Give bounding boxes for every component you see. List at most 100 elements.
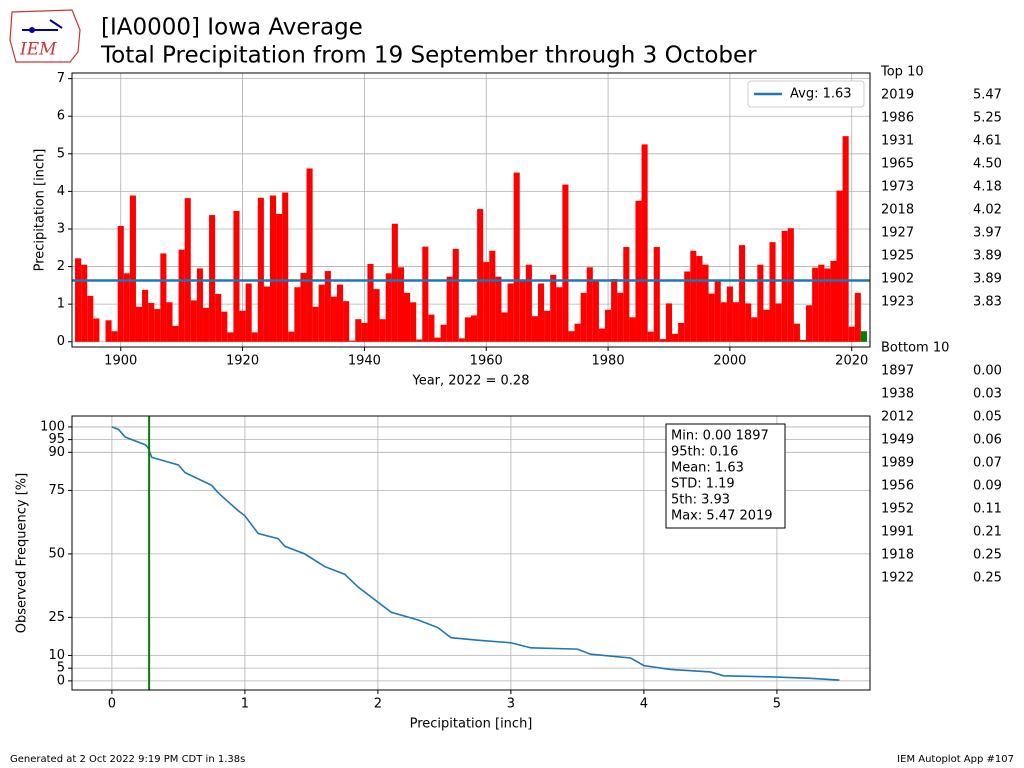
bar [422, 246, 429, 342]
table-year: 1918 [881, 548, 914, 563]
x-tick-label: 1 [241, 697, 249, 712]
bar [306, 168, 313, 342]
bar [769, 242, 776, 342]
y-tick-label: 5 [57, 146, 65, 161]
bar [751, 317, 758, 342]
table-value: 0.25 [973, 571, 1002, 586]
bar [117, 225, 124, 342]
legend-box [747, 80, 865, 108]
bar [611, 278, 618, 342]
table-value: 5.47 [973, 88, 1002, 103]
bar [324, 271, 331, 342]
bar [623, 247, 630, 342]
bar [221, 311, 228, 342]
x-tick-label: 1940 [348, 354, 381, 369]
bar [166, 302, 173, 342]
bar [684, 271, 691, 342]
bar [678, 322, 685, 342]
bar [172, 325, 179, 342]
bar [556, 287, 563, 342]
subtitle: Total Precipitation from 19 September th… [100, 43, 757, 69]
logo-outline [9, 9, 81, 63]
footer-left: Generated at 2 Oct 2022 9:19 PM CDT in 1… [10, 754, 245, 765]
bar [483, 262, 490, 342]
table-year: 1925 [881, 249, 914, 264]
table-value: 3.83 [973, 295, 1002, 310]
bar [629, 317, 636, 342]
bar [489, 250, 496, 342]
stats-line: Max: 5.47 2019 [671, 509, 773, 524]
table-value: 4.02 [973, 203, 1002, 218]
bar [105, 320, 112, 342]
bar [343, 301, 350, 342]
table-year: 1922 [881, 571, 914, 586]
bar [720, 302, 727, 342]
logo-text: IEM [19, 40, 57, 60]
table-value: 0.07 [973, 456, 1002, 471]
bar [397, 267, 404, 342]
bar [318, 284, 325, 342]
table-value: 0.05 [973, 410, 1002, 425]
table-title: Bottom 10 [881, 341, 949, 356]
bar [617, 292, 624, 342]
bar [860, 331, 867, 342]
bar [812, 267, 819, 342]
bar [276, 213, 283, 342]
y-axis-label: Precipitation [inch] [33, 149, 48, 272]
y-tick-label: 1 [57, 297, 65, 312]
y-tick-label: 4 [57, 184, 65, 199]
bar [531, 316, 539, 342]
bar [251, 332, 258, 342]
bar [410, 302, 417, 342]
y-tick-label: 0 [57, 334, 65, 349]
table-year: 1986 [881, 111, 914, 126]
table-year: 1931 [881, 134, 914, 149]
title: [IA0000] Iowa Average [101, 15, 363, 41]
bar [227, 332, 234, 342]
logo: IEM [9, 9, 81, 63]
x-tick-label: 5 [773, 697, 781, 712]
y-tick-label: 100 [40, 419, 65, 434]
bar [269, 195, 277, 342]
table-year: 1927 [881, 226, 914, 241]
table-value: 0.03 [973, 387, 1002, 402]
bar [257, 197, 264, 342]
bar [215, 294, 222, 342]
bar [330, 296, 337, 342]
bar [592, 279, 599, 342]
bar [361, 322, 368, 342]
bar [848, 326, 855, 342]
bar [732, 302, 740, 342]
bar [142, 289, 149, 342]
bar [440, 324, 447, 342]
bar [355, 319, 362, 342]
bar [672, 333, 679, 342]
bar [458, 338, 465, 342]
bar [245, 283, 252, 342]
bar [75, 258, 82, 342]
y-axis-label: Observed Frequency [%] [15, 473, 30, 633]
bar [160, 253, 167, 342]
bar [690, 250, 697, 342]
table-value: 3.97 [973, 226, 1002, 241]
table-value: 3.89 [973, 249, 1002, 264]
x-tick-label: 1900 [104, 354, 137, 369]
bar [178, 249, 185, 342]
bar [708, 293, 715, 342]
y-tick-label: 7 [57, 71, 65, 86]
bar [513, 172, 520, 342]
bar [184, 198, 191, 342]
logo-lines [22, 19, 63, 31]
bar [87, 295, 94, 342]
bar [416, 339, 423, 342]
bar [434, 337, 441, 342]
bar [538, 283, 545, 342]
x-tick-label: 2 [374, 697, 382, 712]
bar [598, 328, 606, 342]
bar [525, 264, 532, 342]
bar [854, 292, 861, 342]
plot-frame [71, 72, 871, 348]
bar [836, 190, 843, 342]
table-year: 1952 [881, 502, 914, 517]
bar [403, 292, 411, 342]
